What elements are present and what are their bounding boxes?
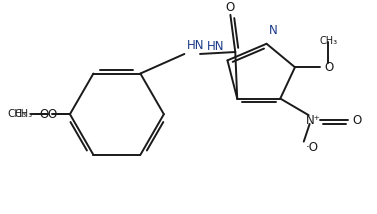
Text: O: O (324, 61, 334, 74)
Text: O: O (352, 114, 362, 126)
Text: CH₃: CH₃ (15, 109, 33, 119)
Text: O: O (226, 0, 235, 13)
Text: CH₃: CH₃ (8, 109, 27, 119)
Text: HN: HN (187, 39, 205, 52)
Text: ·O: ·O (306, 141, 319, 154)
Text: N: N (268, 24, 277, 37)
Text: N⁺: N⁺ (306, 114, 321, 126)
Text: CH₃: CH₃ (319, 36, 337, 46)
Text: O: O (39, 108, 48, 121)
Text: O: O (48, 108, 57, 121)
Text: HN: HN (207, 40, 225, 53)
